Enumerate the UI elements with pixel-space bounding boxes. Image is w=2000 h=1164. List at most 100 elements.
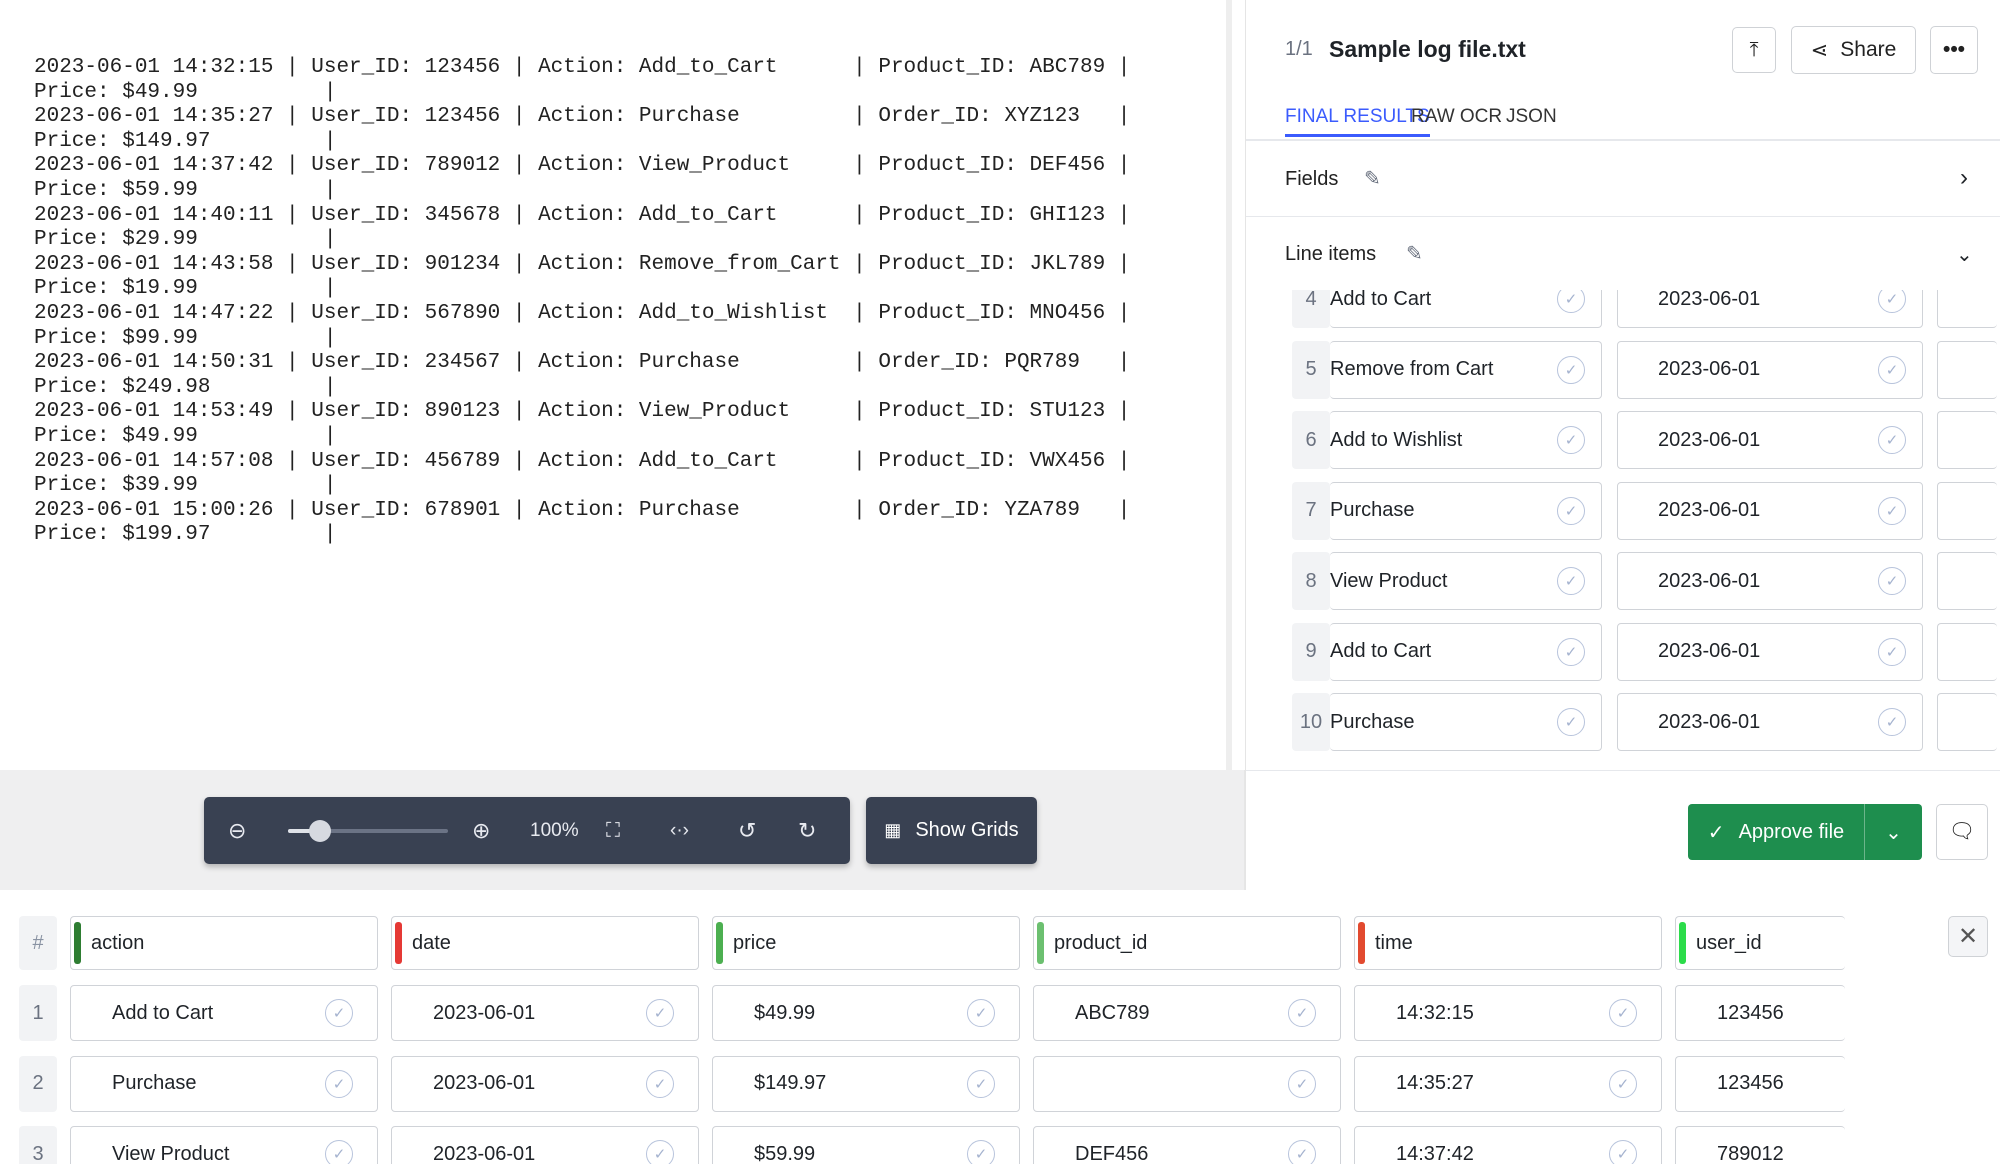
check-icon[interactable]: ✓ xyxy=(967,1140,995,1164)
line-item-action-field[interactable]: Add to Cart ✓ xyxy=(1330,622,1602,681)
line-item-extra-field[interactable] xyxy=(1937,340,1997,399)
tab-raw-ocr[interactable]: RAW OCR xyxy=(1411,106,1503,127)
line-item-date-field[interactable]: 2023-06-01 ✓ xyxy=(1617,552,1923,610)
fit-screen-icon[interactable]: ⛶ xyxy=(606,819,620,841)
column-header-action[interactable]: action xyxy=(70,916,378,970)
line-item-action-field[interactable]: Purchase ✓ xyxy=(1330,693,1602,751)
check-icon[interactable]: ✓ xyxy=(1878,567,1906,595)
check-icon[interactable]: ✓ xyxy=(1288,1140,1316,1164)
line-item-action-field[interactable]: Purchase ✓ xyxy=(1330,481,1602,540)
table-cell-time[interactable]: 14:35:27 ✓ xyxy=(1354,1055,1662,1112)
check-icon[interactable]: ✓ xyxy=(646,999,674,1027)
line-item-date-field[interactable]: 2023-06-01 ✓ xyxy=(1617,693,1923,751)
table-cell-date[interactable]: 2023-06-01 ✓ xyxy=(391,1126,699,1164)
share-button[interactable]: ⋖ Share xyxy=(1791,26,1916,74)
line-item-extra-field[interactable] xyxy=(1937,481,1997,540)
line-item-action-field[interactable]: View Product ✓ xyxy=(1330,552,1602,610)
edit-fields-icon[interactable]: ✎ xyxy=(1364,168,1381,190)
line-item-date-field[interactable]: 2023-06-01 ✓ xyxy=(1617,290,1923,328)
check-icon[interactable]: ✓ xyxy=(1878,426,1906,454)
check-icon[interactable]: ✓ xyxy=(1878,637,1906,666)
table-cell-product_id[interactable]: ✓ xyxy=(1033,1055,1341,1112)
table-cell-action[interactable]: View Product ✓ xyxy=(70,1126,378,1164)
fit-width-icon[interactable]: ‹·› xyxy=(670,819,689,841)
column-header-date[interactable]: date xyxy=(391,916,699,970)
line-item-action-field[interactable]: Remove from Cart ✓ xyxy=(1330,340,1602,399)
line-item-extra-field[interactable] xyxy=(1937,411,1997,469)
table-cell-date[interactable]: 2023-06-01 ✓ xyxy=(391,1055,699,1112)
check-icon[interactable]: ✓ xyxy=(1557,426,1585,454)
table-cell-price[interactable]: $149.97 ✓ xyxy=(712,1055,1020,1112)
line-item-date-field[interactable]: 2023-06-01 ✓ xyxy=(1617,340,1923,399)
table-cell-user_id[interactable]: 123456 xyxy=(1675,1055,1845,1112)
table-cell-price[interactable]: $59.99 ✓ xyxy=(712,1126,1020,1164)
line-item-extra-field[interactable] xyxy=(1937,622,1997,681)
fields-section-title[interactable]: Fields xyxy=(1285,168,1339,190)
tab-final-results[interactable]: FINAL RESULTS xyxy=(1285,106,1430,137)
check-icon[interactable]: ✓ xyxy=(1288,999,1316,1027)
check-icon[interactable]: ✓ xyxy=(646,1140,674,1164)
export-button[interactable]: ⤒ xyxy=(1732,27,1776,73)
table-cell-time[interactable]: 14:37:42 ✓ xyxy=(1354,1126,1662,1164)
line-item-action-field[interactable]: Add to Wishlist ✓ xyxy=(1330,411,1602,469)
line-item-date-field[interactable]: 2023-06-01 ✓ xyxy=(1617,481,1923,540)
close-table-button[interactable]: ✕ xyxy=(1948,916,1988,957)
check-icon[interactable]: ✓ xyxy=(1557,290,1585,313)
line-items-section-title[interactable]: Line items xyxy=(1285,243,1377,265)
approve-main[interactable]: ✓ Approve file xyxy=(1688,804,1864,860)
check-icon[interactable]: ✓ xyxy=(967,999,995,1027)
line-item-action-field[interactable]: Add to Cart ✓ xyxy=(1330,290,1602,328)
check-icon[interactable]: ✓ xyxy=(1878,496,1906,525)
check-icon[interactable]: ✓ xyxy=(1878,708,1906,736)
check-icon[interactable]: ✓ xyxy=(646,1069,674,1098)
zoom-out-icon[interactable]: ⊖ xyxy=(228,817,247,843)
chevron-right-icon[interactable]: › xyxy=(1960,164,1968,191)
line-item-extra-field[interactable] xyxy=(1937,693,1997,751)
rotate-left-icon[interactable]: ↺ xyxy=(738,817,757,843)
tab-json[interactable]: JSON xyxy=(1506,106,1557,127)
table-cell-action[interactable]: Purchase ✓ xyxy=(70,1055,378,1112)
line-item-extra-field[interactable] xyxy=(1937,290,1997,328)
check-icon[interactable]: ✓ xyxy=(1557,496,1585,525)
line-item-date-field[interactable]: 2023-06-01 ✓ xyxy=(1617,411,1923,469)
check-icon[interactable]: ✓ xyxy=(1609,1140,1637,1164)
table-cell-price[interactable]: $49.99 ✓ xyxy=(712,985,1020,1041)
check-icon[interactable]: ✓ xyxy=(325,999,353,1027)
check-icon[interactable]: ✓ xyxy=(1609,999,1637,1027)
column-header-price[interactable]: price xyxy=(712,916,1020,970)
check-icon[interactable]: ✓ xyxy=(1557,708,1585,736)
table-cell-user_id[interactable]: 123456 xyxy=(1675,985,1845,1041)
zoom-slider-handle[interactable] xyxy=(309,820,331,842)
zoom-in-icon[interactable]: ⊕ xyxy=(472,817,491,843)
rotate-right-icon[interactable]: ↻ xyxy=(798,817,817,843)
table-cell-action[interactable]: Add to Cart ✓ xyxy=(70,985,378,1041)
table-cell-user_id[interactable]: 789012 xyxy=(1675,1126,1845,1164)
check-icon[interactable]: ✓ xyxy=(325,1140,353,1164)
table-cell-product_id[interactable]: ABC789 ✓ xyxy=(1033,985,1341,1041)
check-icon[interactable]: ✓ xyxy=(967,1069,995,1098)
check-icon[interactable]: ✓ xyxy=(1878,290,1906,313)
check-icon[interactable]: ✓ xyxy=(1878,355,1906,384)
check-icon[interactable]: ✓ xyxy=(1557,355,1585,384)
check-icon[interactable]: ✓ xyxy=(1609,1069,1637,1098)
chevron-down-icon[interactable]: ⌄ xyxy=(1956,244,1973,266)
zoom-slider[interactable] xyxy=(288,820,448,842)
check-icon[interactable]: ✓ xyxy=(1288,1069,1316,1098)
approve-file-button[interactable]: ✓ Approve file ⌄ xyxy=(1688,804,1922,860)
check-icon[interactable]: ✓ xyxy=(1557,567,1585,595)
column-header-product_id[interactable]: product_id xyxy=(1033,916,1341,970)
column-header-user_id[interactable]: user_id xyxy=(1675,916,1845,970)
check-icon[interactable]: ✓ xyxy=(325,1069,353,1098)
column-header-time[interactable]: time xyxy=(1354,916,1662,970)
line-item-date-field[interactable]: 2023-06-01 ✓ xyxy=(1617,622,1923,681)
table-cell-product_id[interactable]: DEF456 ✓ xyxy=(1033,1126,1341,1164)
check-icon[interactable]: ✓ xyxy=(1557,637,1585,666)
edit-line-items-icon[interactable]: ✎ xyxy=(1406,243,1423,265)
line-item-extra-field[interactable] xyxy=(1937,552,1997,610)
approve-dropdown-button[interactable]: ⌄ xyxy=(1864,804,1922,860)
table-cell-time[interactable]: 14:32:15 ✓ xyxy=(1354,985,1662,1041)
more-options-button[interactable]: ••• xyxy=(1930,26,1978,74)
comment-button[interactable]: 🗨 xyxy=(1936,804,1988,860)
table-cell-date[interactable]: 2023-06-01 ✓ xyxy=(391,985,699,1041)
show-grids-button[interactable]: ▦ Show Grids xyxy=(866,797,1037,864)
